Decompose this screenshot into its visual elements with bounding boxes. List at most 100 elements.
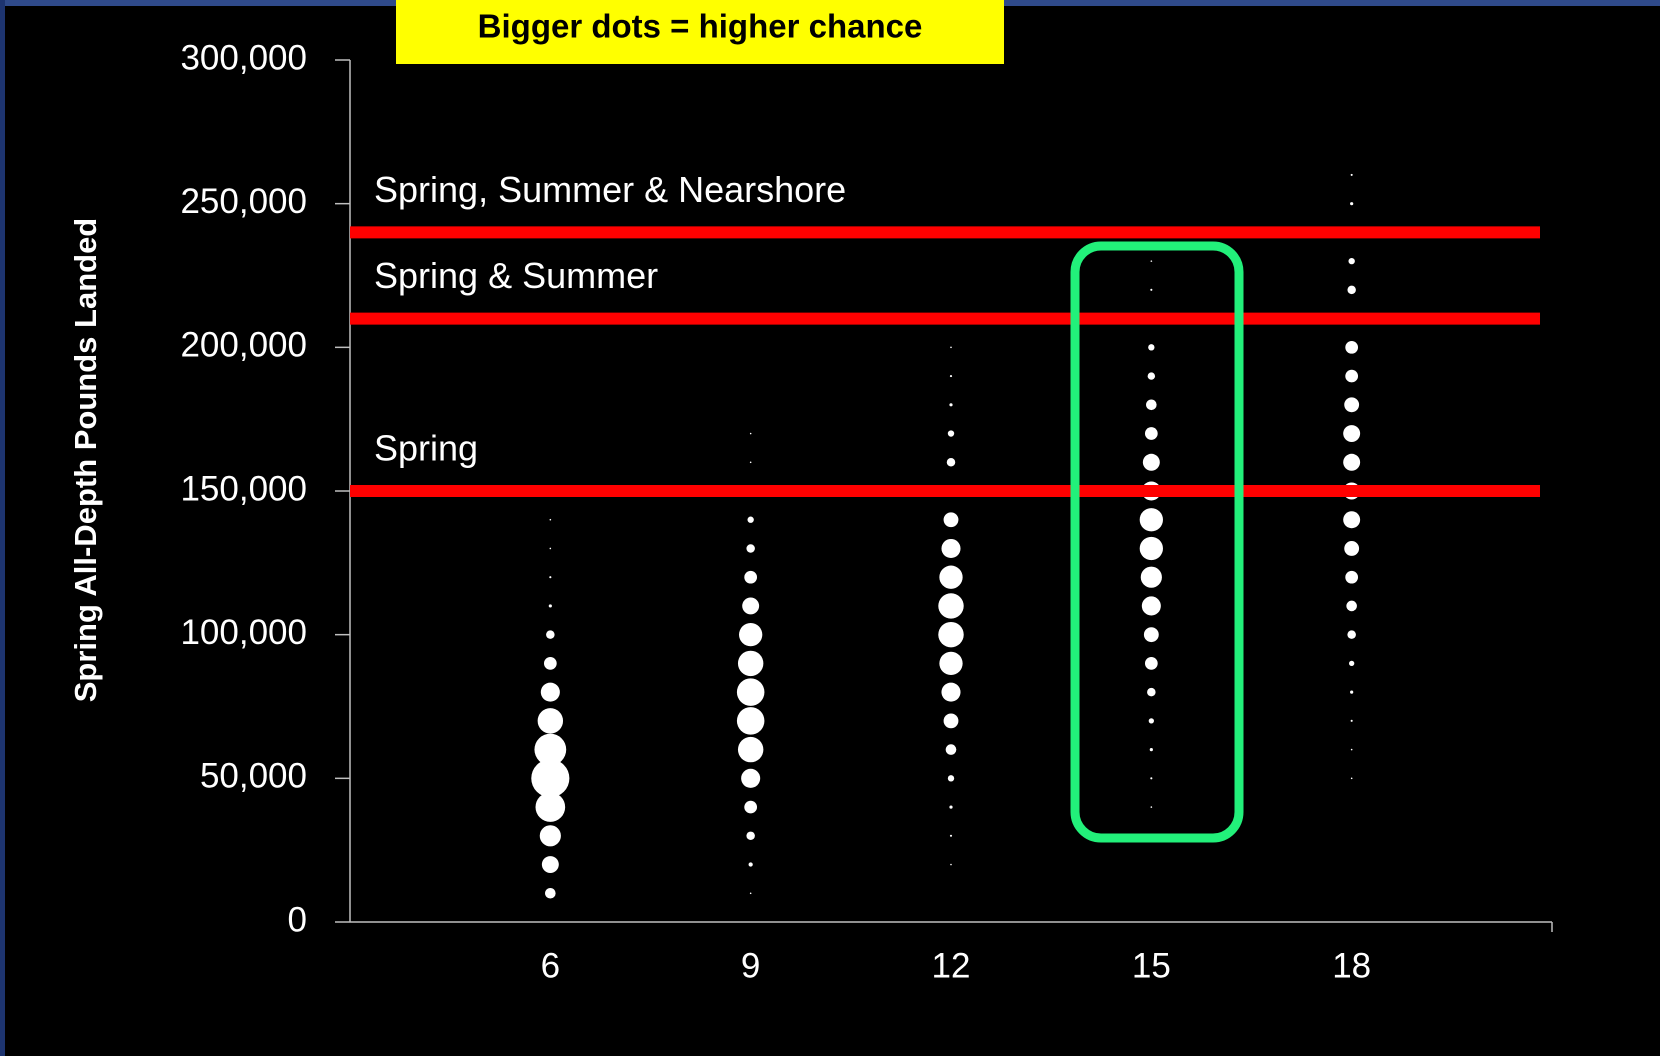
bubble bbox=[1345, 570, 1359, 584]
bubble bbox=[941, 682, 961, 702]
y-tick-label: 300,000 bbox=[180, 38, 307, 77]
bubble bbox=[548, 604, 552, 608]
bubble bbox=[1350, 719, 1353, 722]
bubble bbox=[1144, 657, 1158, 670]
bubble bbox=[539, 825, 561, 847]
bubble bbox=[1344, 541, 1360, 556]
bubble bbox=[1348, 257, 1355, 265]
bubble bbox=[1350, 748, 1353, 751]
bubble bbox=[736, 678, 765, 706]
bubble bbox=[744, 570, 758, 584]
bubble bbox=[1346, 600, 1357, 612]
bubble bbox=[943, 713, 959, 729]
bubble bbox=[1139, 536, 1163, 561]
bubble bbox=[945, 744, 957, 755]
bubble bbox=[541, 856, 559, 874]
bubble bbox=[1345, 369, 1359, 383]
bubble bbox=[1150, 806, 1153, 808]
bubble bbox=[949, 834, 953, 837]
bubble bbox=[1149, 748, 1153, 752]
bubble bbox=[1343, 511, 1361, 529]
bubble bbox=[1142, 453, 1160, 471]
bubble bbox=[1350, 777, 1353, 780]
bubble bbox=[1148, 344, 1155, 351]
bubble bbox=[950, 346, 952, 349]
bubble bbox=[1143, 627, 1159, 643]
bubble bbox=[1347, 285, 1356, 295]
bubble bbox=[546, 630, 555, 639]
bubble bbox=[1150, 260, 1153, 262]
bubble bbox=[748, 862, 753, 867]
bubble bbox=[737, 736, 764, 763]
bubble bbox=[939, 651, 963, 676]
bubble bbox=[947, 430, 955, 437]
bubble bbox=[1144, 427, 1158, 440]
bubble bbox=[941, 538, 961, 558]
bubble bbox=[1147, 687, 1156, 697]
x-tick-label: 18 bbox=[1332, 946, 1371, 985]
bubble bbox=[949, 375, 953, 378]
bubble bbox=[535, 792, 566, 822]
reference-line-label: Spring & Summer bbox=[374, 255, 658, 296]
bubble bbox=[949, 805, 953, 809]
annotation: Bigger dots = higher chance bbox=[478, 8, 923, 45]
y-tick-label: 250,000 bbox=[180, 182, 307, 221]
bubble bbox=[939, 565, 963, 589]
plot-area: 0 50,000 100,000 150,000 200,000 250,000 300,0… bbox=[180, 38, 1553, 985]
x-tick-label: 9 bbox=[741, 946, 760, 985]
reference-line-label: Spring, Summer & Nearshore bbox=[374, 169, 846, 210]
bubble bbox=[1146, 399, 1157, 411]
bubble bbox=[946, 458, 956, 467]
bubble bbox=[749, 461, 752, 464]
bubble bbox=[1148, 718, 1154, 724]
bubble bbox=[943, 512, 959, 528]
bubble bbox=[950, 863, 952, 866]
annotation-box bbox=[396, 0, 1004, 64]
bubble bbox=[742, 597, 760, 615]
bubble bbox=[1150, 777, 1153, 780]
bubble bbox=[1349, 660, 1355, 667]
bubble bbox=[744, 800, 758, 814]
bubble bbox=[1343, 425, 1361, 443]
bubble bbox=[531, 759, 570, 798]
bubble bbox=[1147, 372, 1156, 380]
bubble bbox=[741, 768, 761, 788]
bubble bbox=[537, 708, 564, 734]
y-tick-label: 50,000 bbox=[200, 757, 307, 796]
bubble bbox=[549, 547, 552, 550]
y-tick-label: 0 bbox=[288, 900, 307, 939]
bubble bbox=[749, 892, 752, 895]
slide-left-edge bbox=[0, 0, 5, 1056]
y-tick-label: 100,000 bbox=[180, 613, 307, 652]
bubble bbox=[1343, 453, 1361, 471]
bubble bbox=[1141, 596, 1161, 616]
x-tick-label: 12 bbox=[932, 946, 971, 985]
bubble bbox=[737, 650, 764, 677]
bubble bbox=[540, 682, 560, 702]
bubble bbox=[1347, 630, 1356, 639]
bubble bbox=[1350, 173, 1353, 176]
bubble bbox=[545, 887, 556, 899]
bubble bbox=[534, 733, 567, 766]
bubble bbox=[736, 707, 765, 735]
bubble bbox=[739, 623, 763, 647]
bubble bbox=[1350, 202, 1354, 206]
bubble bbox=[938, 621, 964, 648]
y-axis-title: Spring All-Depth Pounds Landed bbox=[68, 218, 103, 703]
bubble bbox=[1140, 566, 1162, 588]
reference-line-label: Spring bbox=[374, 428, 478, 469]
bubble bbox=[1345, 340, 1359, 354]
bubble bbox=[747, 516, 754, 523]
bubble bbox=[746, 544, 755, 553]
bubble bbox=[1150, 288, 1153, 291]
bubble bbox=[549, 576, 552, 579]
bubble bbox=[949, 403, 953, 407]
bubble bbox=[746, 831, 755, 841]
bubble bbox=[543, 657, 557, 670]
bubble bbox=[1139, 508, 1163, 532]
bubble bbox=[549, 518, 552, 521]
bubble bbox=[938, 593, 964, 619]
bubble bbox=[749, 432, 752, 435]
